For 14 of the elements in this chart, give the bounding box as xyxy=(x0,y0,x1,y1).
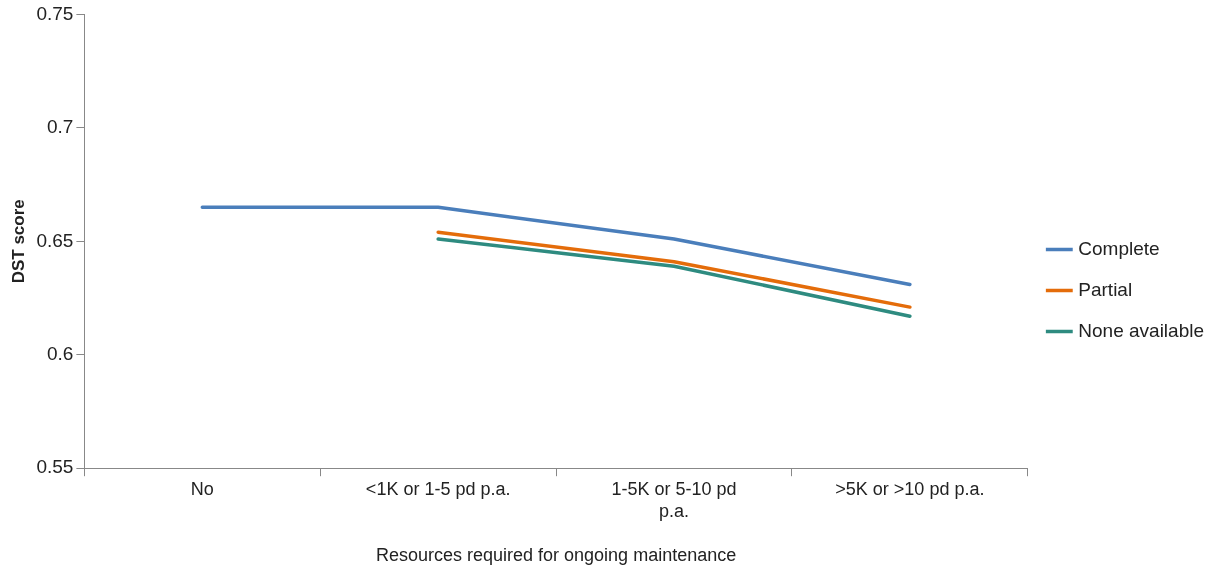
x-tick-label: 1-5K or 5-10 pd p.a. xyxy=(611,478,737,521)
y-tick-label: 0.7 xyxy=(46,116,74,138)
y-tick-label: 0.75 xyxy=(36,2,74,24)
x-tick-label: <1K or 1-5 pd p.a. xyxy=(365,478,511,499)
legend-label: Complete xyxy=(1078,237,1160,259)
legend-label: None available xyxy=(1078,319,1204,341)
legend-label: Partial xyxy=(1078,278,1133,300)
y-tick-label: 0.55 xyxy=(36,456,74,478)
x-axis-title: Resources required for ongoing maintenance xyxy=(375,545,737,566)
x-tick-label: >5K or >10 pd p.a. xyxy=(835,478,985,499)
x-tick-label: No xyxy=(190,478,214,499)
y-axis-title: DST score xyxy=(8,199,28,284)
y-tick-label: 0.65 xyxy=(36,229,74,251)
y-tick-label: 0.6 xyxy=(46,342,74,364)
